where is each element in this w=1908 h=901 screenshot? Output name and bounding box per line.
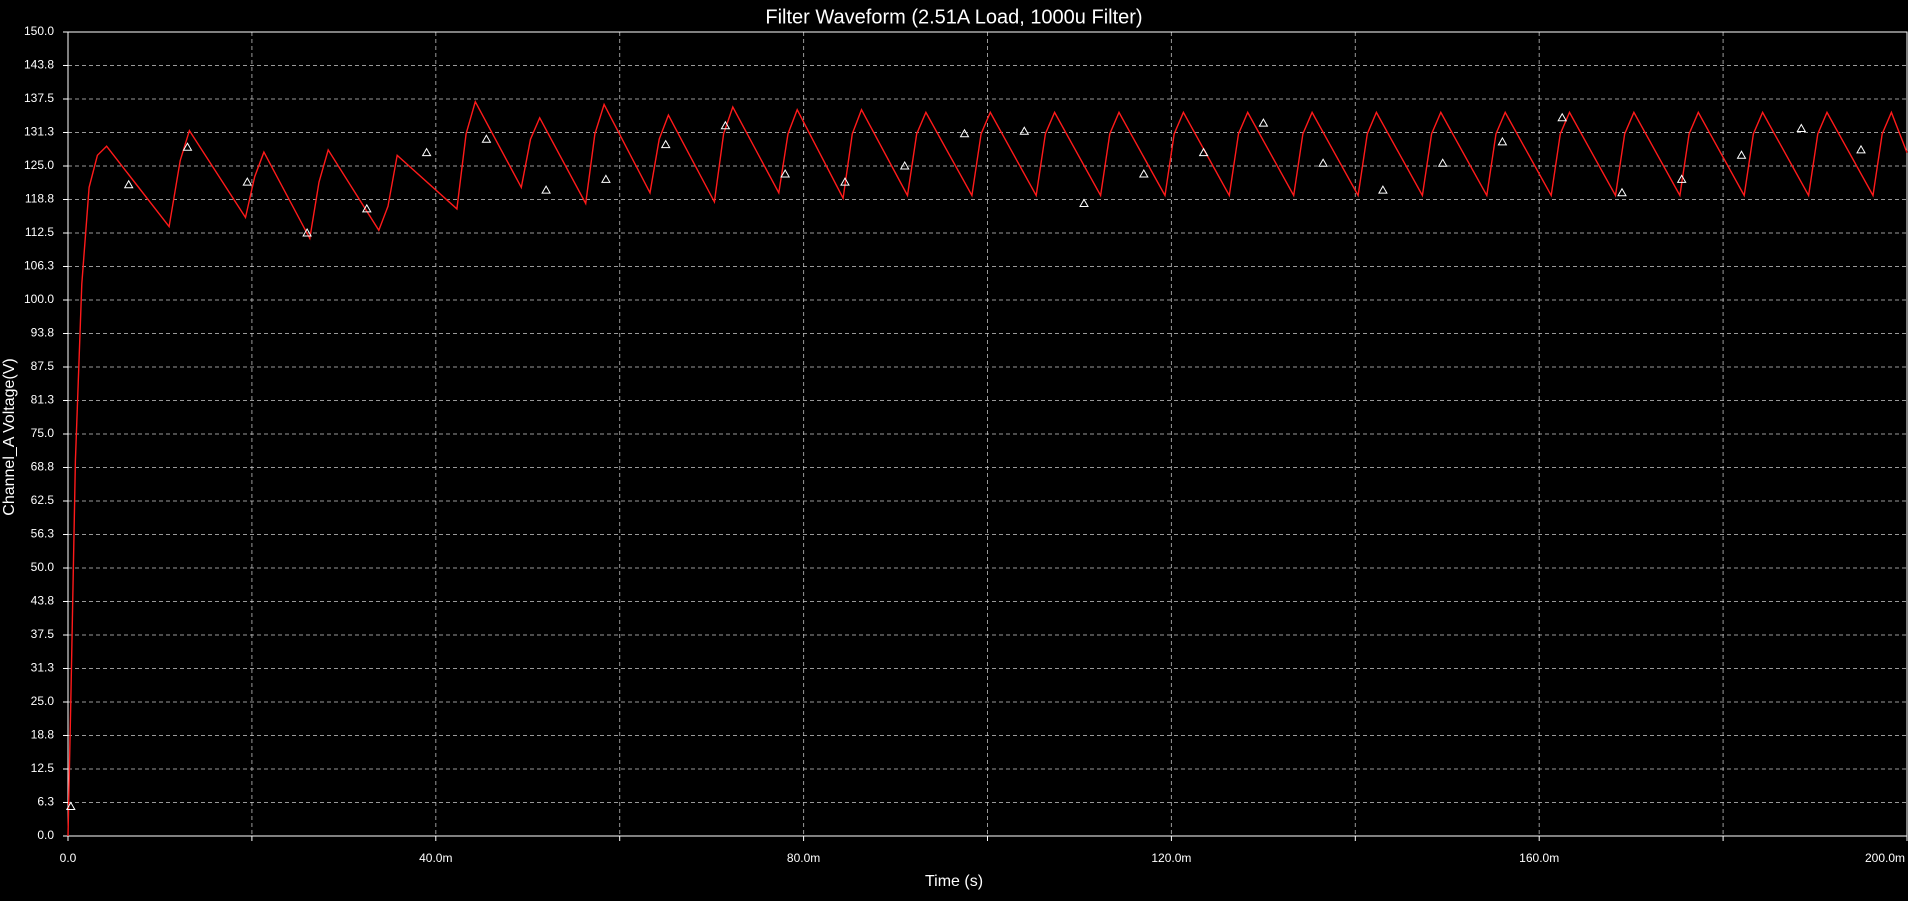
y-tick-label: 131.3: [24, 125, 54, 139]
y-tick-label: 100.0: [24, 292, 54, 306]
triangle-marker: [242, 177, 253, 186]
triangle-marker: [302, 227, 312, 237]
series-layer: [67, 99, 1908, 837]
triangle-marker: [1138, 168, 1149, 178]
y-tick-label: 137.5: [24, 91, 54, 105]
x-tick-label: 200.0m: [1865, 851, 1905, 865]
x-tick-label: 40.0m: [419, 851, 452, 865]
y-tick-label: 31.3: [31, 661, 55, 675]
triangle-marker: [1378, 185, 1388, 194]
y-axis-label: Channel_A Voltage(V): [1, 358, 18, 515]
y-tick-label: 18.8: [31, 728, 55, 742]
y-tick-label: 0.0: [37, 828, 54, 842]
axis-layer: [63, 31, 1908, 841]
y-tick-label: 12.5: [31, 761, 55, 775]
x-tick-label: 160.0m: [1519, 851, 1559, 865]
triangle-marker: [1796, 123, 1807, 132]
y-tick-label: 37.5: [31, 627, 55, 641]
triangle-marker: [1258, 118, 1269, 127]
triangle-marker: [1198, 147, 1209, 157]
triangle-marker: [1318, 158, 1328, 167]
y-tick-label: 118.8: [25, 192, 54, 206]
triangle-marker: [1736, 150, 1747, 159]
triangle-marker: [541, 185, 551, 194]
triangle-marker: [421, 147, 432, 157]
triangle-marker: [481, 134, 492, 143]
x-tick-label: 0.0: [60, 851, 77, 865]
triangle-marker: [1437, 158, 1448, 167]
y-tick-label: 106.3: [24, 259, 54, 273]
y-tick-label: 75.0: [31, 426, 55, 440]
triangle-marker: [899, 160, 910, 170]
y-tick-label: 43.8: [31, 594, 55, 608]
y-tick-label: 81.3: [31, 393, 55, 407]
y-tick-label: 6.3: [37, 795, 54, 809]
triangle-marker: [959, 128, 970, 138]
triangle-marker: [660, 139, 671, 149]
y-tick-label: 25.0: [31, 694, 55, 708]
triangle-marker: [720, 120, 731, 130]
triangle-marker: [840, 177, 850, 186]
y-tick-label: 56.3: [31, 527, 55, 541]
triangle-marker: [182, 142, 193, 151]
y-tick-labels: 0.0 6.3 12.5 18.8 25.0 31.3 37.5 43.8 50.0 56.3 62…: [24, 24, 54, 842]
triangle-marker: [1079, 198, 1089, 207]
y-tick-label: 68.8: [31, 460, 55, 474]
marker-layer: [65, 112, 1866, 810]
chart-title: Filter Waveform (2.51A Load, 1000u Filte…: [765, 6, 1142, 28]
y-tick-label: 87.5: [31, 359, 55, 373]
y-tick-label: 50.0: [31, 560, 55, 574]
triangle-marker: [1019, 126, 1030, 135]
triangle-marker: [65, 801, 76, 810]
y-tick-label: 150.0: [24, 24, 54, 38]
triangle-marker: [780, 168, 791, 178]
y-tick-label: 93.8: [31, 326, 55, 340]
y-tick-label: 62.5: [31, 493, 55, 507]
triangle-marker: [1557, 112, 1568, 122]
x-tick-labels: 0.0 40.0m 80.0m 120.0m 160.0m 200.0m: [60, 851, 1905, 865]
plot-frame: [67, 31, 1908, 837]
triangle-marker: [1676, 174, 1687, 183]
x-axis-label: Time (s): [925, 873, 983, 890]
y-tick-label: 112.5: [25, 225, 54, 239]
y-tick-label: 125.0: [24, 158, 54, 172]
triangle-marker: [361, 203, 372, 213]
y-tick-label: 143.8: [24, 58, 54, 72]
triangle-marker: [1617, 187, 1627, 197]
triangle-marker: [1856, 144, 1866, 154]
series-line: [67, 99, 1908, 837]
grid-layer: [67, 31, 1908, 837]
triangle-marker: [1497, 136, 1508, 146]
x-tick-label: 80.0m: [787, 851, 820, 865]
triangle-marker: [123, 179, 134, 189]
triangle-marker: [601, 174, 611, 183]
x-tick-label: 120.0m: [1151, 851, 1191, 865]
